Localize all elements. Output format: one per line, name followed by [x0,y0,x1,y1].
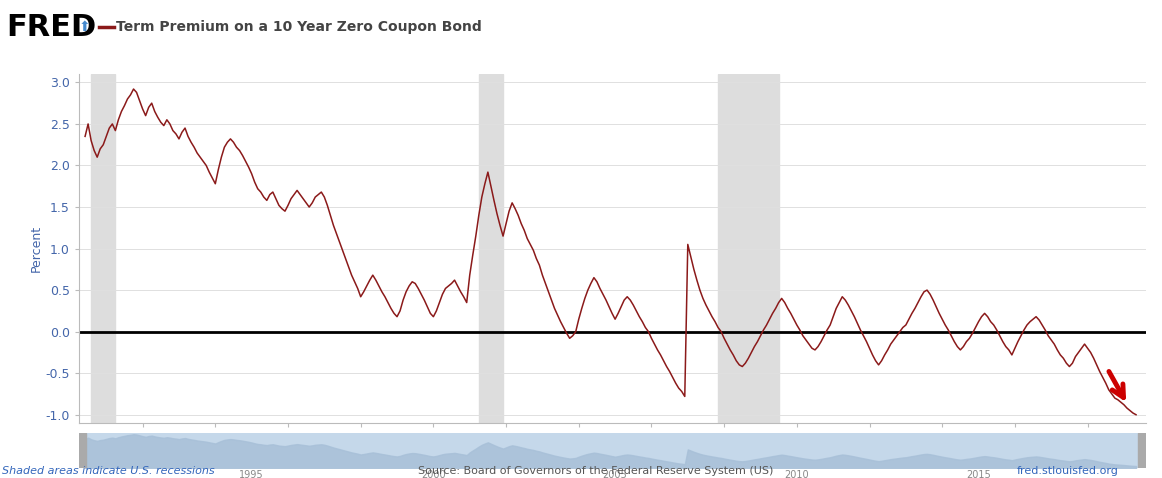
Y-axis label: Percent: Percent [30,225,43,272]
Bar [718,74,779,423]
Bar [1139,433,1146,468]
Bar [479,74,503,423]
Bar [79,433,86,468]
Text: Shaded areas indicate U.S. recessions: Shaded areas indicate U.S. recessions [2,466,215,476]
Text: Term Premium on a 10 Year Zero Coupon Bond: Term Premium on a 10 Year Zero Coupon Bo… [116,21,482,34]
Text: fred.stlouisfed.org: fred.stlouisfed.org [1017,466,1119,476]
Text: ⬆: ⬆ [79,21,91,34]
Text: FRED: FRED [6,13,96,42]
Text: Source: Board of Governors of the Federal Reserve System (US): Source: Board of Governors of the Federa… [418,466,774,476]
Bar [91,74,115,423]
